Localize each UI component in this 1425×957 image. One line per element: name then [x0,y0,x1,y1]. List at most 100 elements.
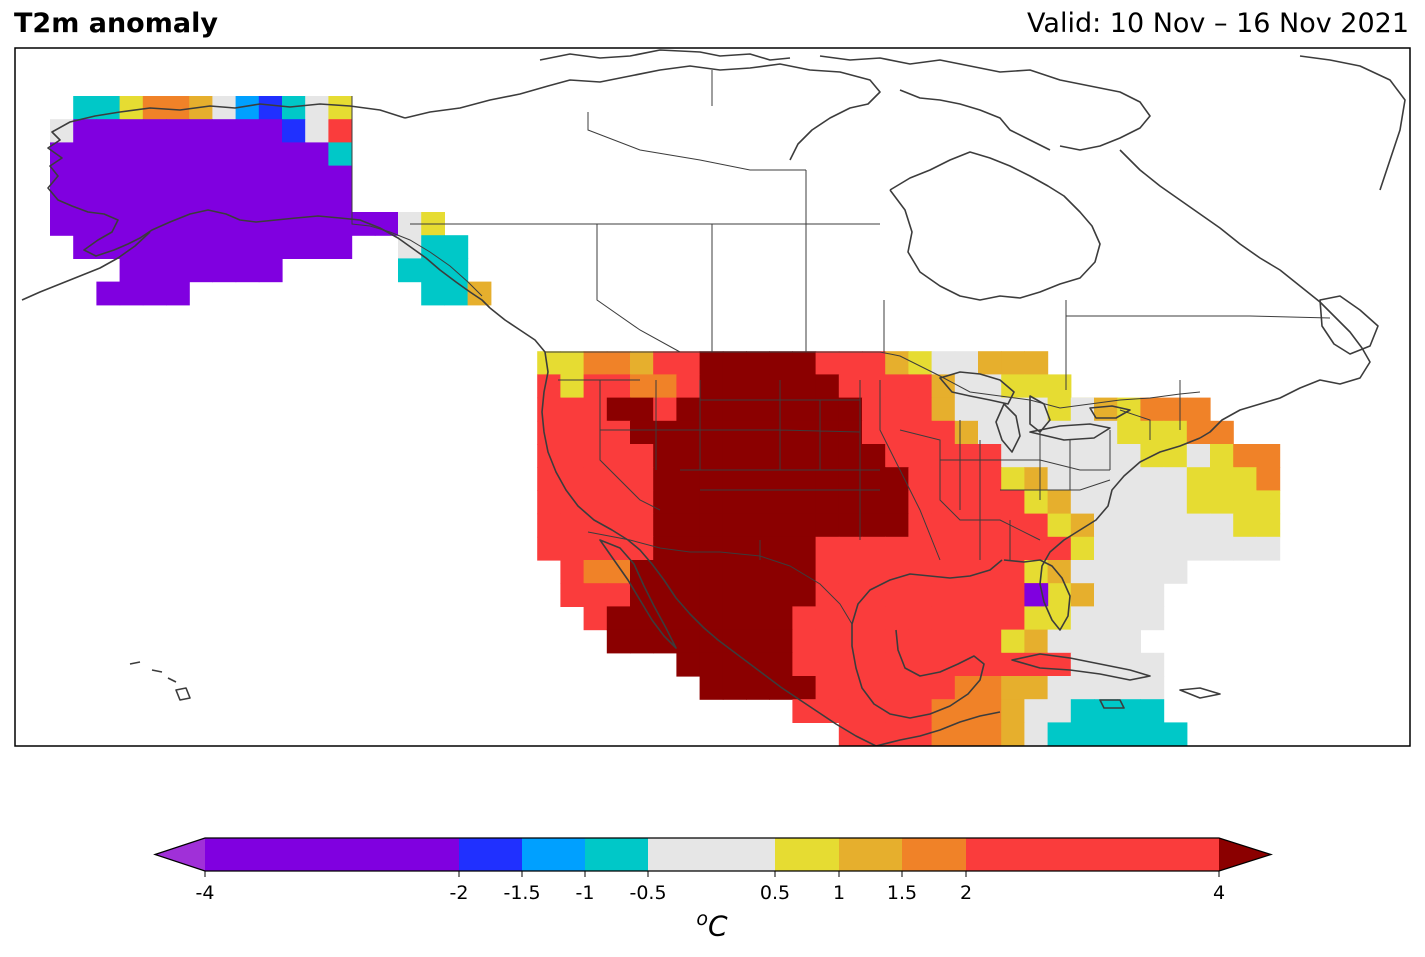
anomaly-cell [838,444,863,468]
anomaly-cell [792,490,817,515]
anomaly-cell [235,96,260,120]
anomaly-cell [838,722,863,746]
anomaly-cell [1094,467,1118,491]
colorbar-segment [459,838,523,871]
anomaly-cell [792,583,817,607]
anomaly-cell [746,420,770,445]
anomaly-cell [1070,397,1095,422]
anomaly-cell [746,444,770,468]
anomaly-cell [838,560,863,584]
anomaly-cell [1047,560,1072,584]
colorbar [153,837,1273,877]
anomaly-cell [142,165,167,190]
anomaly-cell [699,397,724,422]
anomaly-cell [954,722,979,746]
anomaly-cell [699,444,724,468]
colorbar-over-arrow [1219,838,1271,871]
coastlines [21,49,1406,746]
anomaly-cell [73,119,97,143]
anomaly-cell [1117,676,1141,700]
anomaly-cell [1094,722,1118,746]
anomaly-cell [722,606,747,631]
anomaly-cell [1001,583,1025,607]
anomaly-cell [676,420,701,445]
anomaly-cell [537,513,561,538]
anomaly-cell [978,815,1002,839]
anomaly-cell [305,235,329,259]
border-us-mexico [587,531,853,625]
anomaly-cell [838,513,863,538]
anomaly-cell [142,188,167,213]
anomaly-cell [1001,629,1025,654]
anomaly-cell [699,420,724,445]
anomaly-cell [96,165,121,190]
anomaly-cell [862,351,886,375]
anomaly-cell [815,583,840,607]
anomaly-cell [746,374,770,399]
anomaly-cell [1024,513,1049,538]
anomaly-cell [119,119,144,143]
anomaly-cell [282,96,306,120]
anomaly-cell [978,745,1002,746]
anomaly-cell [955,792,979,816]
anomaly-cell [931,490,956,515]
anomaly-cell [908,606,933,631]
anomaly-cell [722,397,747,422]
anomaly-cell [931,374,956,399]
anomaly-cell [119,142,144,167]
anomaly-cell [653,560,677,584]
anomaly-cell [815,699,840,723]
colorbar-unit-label: oC [696,908,727,942]
colorbar-segment [205,838,460,871]
anomaly-cell [815,490,840,515]
coastline-alaska [47,103,491,309]
anomaly-cell [838,583,863,607]
anomaly-cell [908,351,933,375]
anomaly-cell [931,467,956,491]
anomaly-cell [1048,792,1072,816]
anomaly-cell [1070,490,1095,515]
anomaly-cell [1210,444,1234,468]
border-us-states [558,379,1181,561]
anomaly-cell [1117,606,1141,631]
anomaly-cell [815,629,840,654]
anomaly-cell [746,536,770,561]
anomaly-cell [653,444,677,468]
anomaly-cell [1024,490,1049,515]
anomaly-cell [189,188,213,213]
anomaly-cell [374,212,399,236]
anomaly-cell [954,652,979,677]
anomaly-cell [931,351,956,375]
anomaly-cell [1047,629,1072,654]
anomaly-cell [189,165,213,190]
anomaly-cell [398,258,422,283]
anomaly-cell [1070,467,1095,491]
anomaly-cell [815,606,840,631]
anomaly-cell [119,188,144,213]
anomaly-cell [885,420,909,445]
anomaly-cell [1047,722,1072,746]
anomaly-cell [630,351,654,375]
anomaly-cell [954,536,979,561]
anomaly-cell [699,676,724,700]
anomaly-cell [96,188,121,213]
anomaly-cell [978,652,1002,677]
anomaly-cell [1024,374,1049,399]
anomaly-cell [769,583,793,607]
anomaly-cell [1210,490,1234,515]
anomaly-cell [746,606,770,631]
anomaly-cell [792,536,817,561]
colorbar-tick-label: -1 [575,882,595,904]
anomaly-cell [1024,629,1049,654]
anomaly-cell [1256,536,1281,561]
anomaly-cell [792,397,817,422]
anomaly-cell [1210,536,1234,561]
colorbar-segment [522,838,586,871]
anomaly-cell [931,699,956,723]
anomaly-cell [1024,745,1049,746]
unit-main: C [708,909,728,943]
anomaly-cell [1140,745,1165,746]
anomaly-cell [1163,490,1188,515]
anomaly-cell [212,142,237,167]
